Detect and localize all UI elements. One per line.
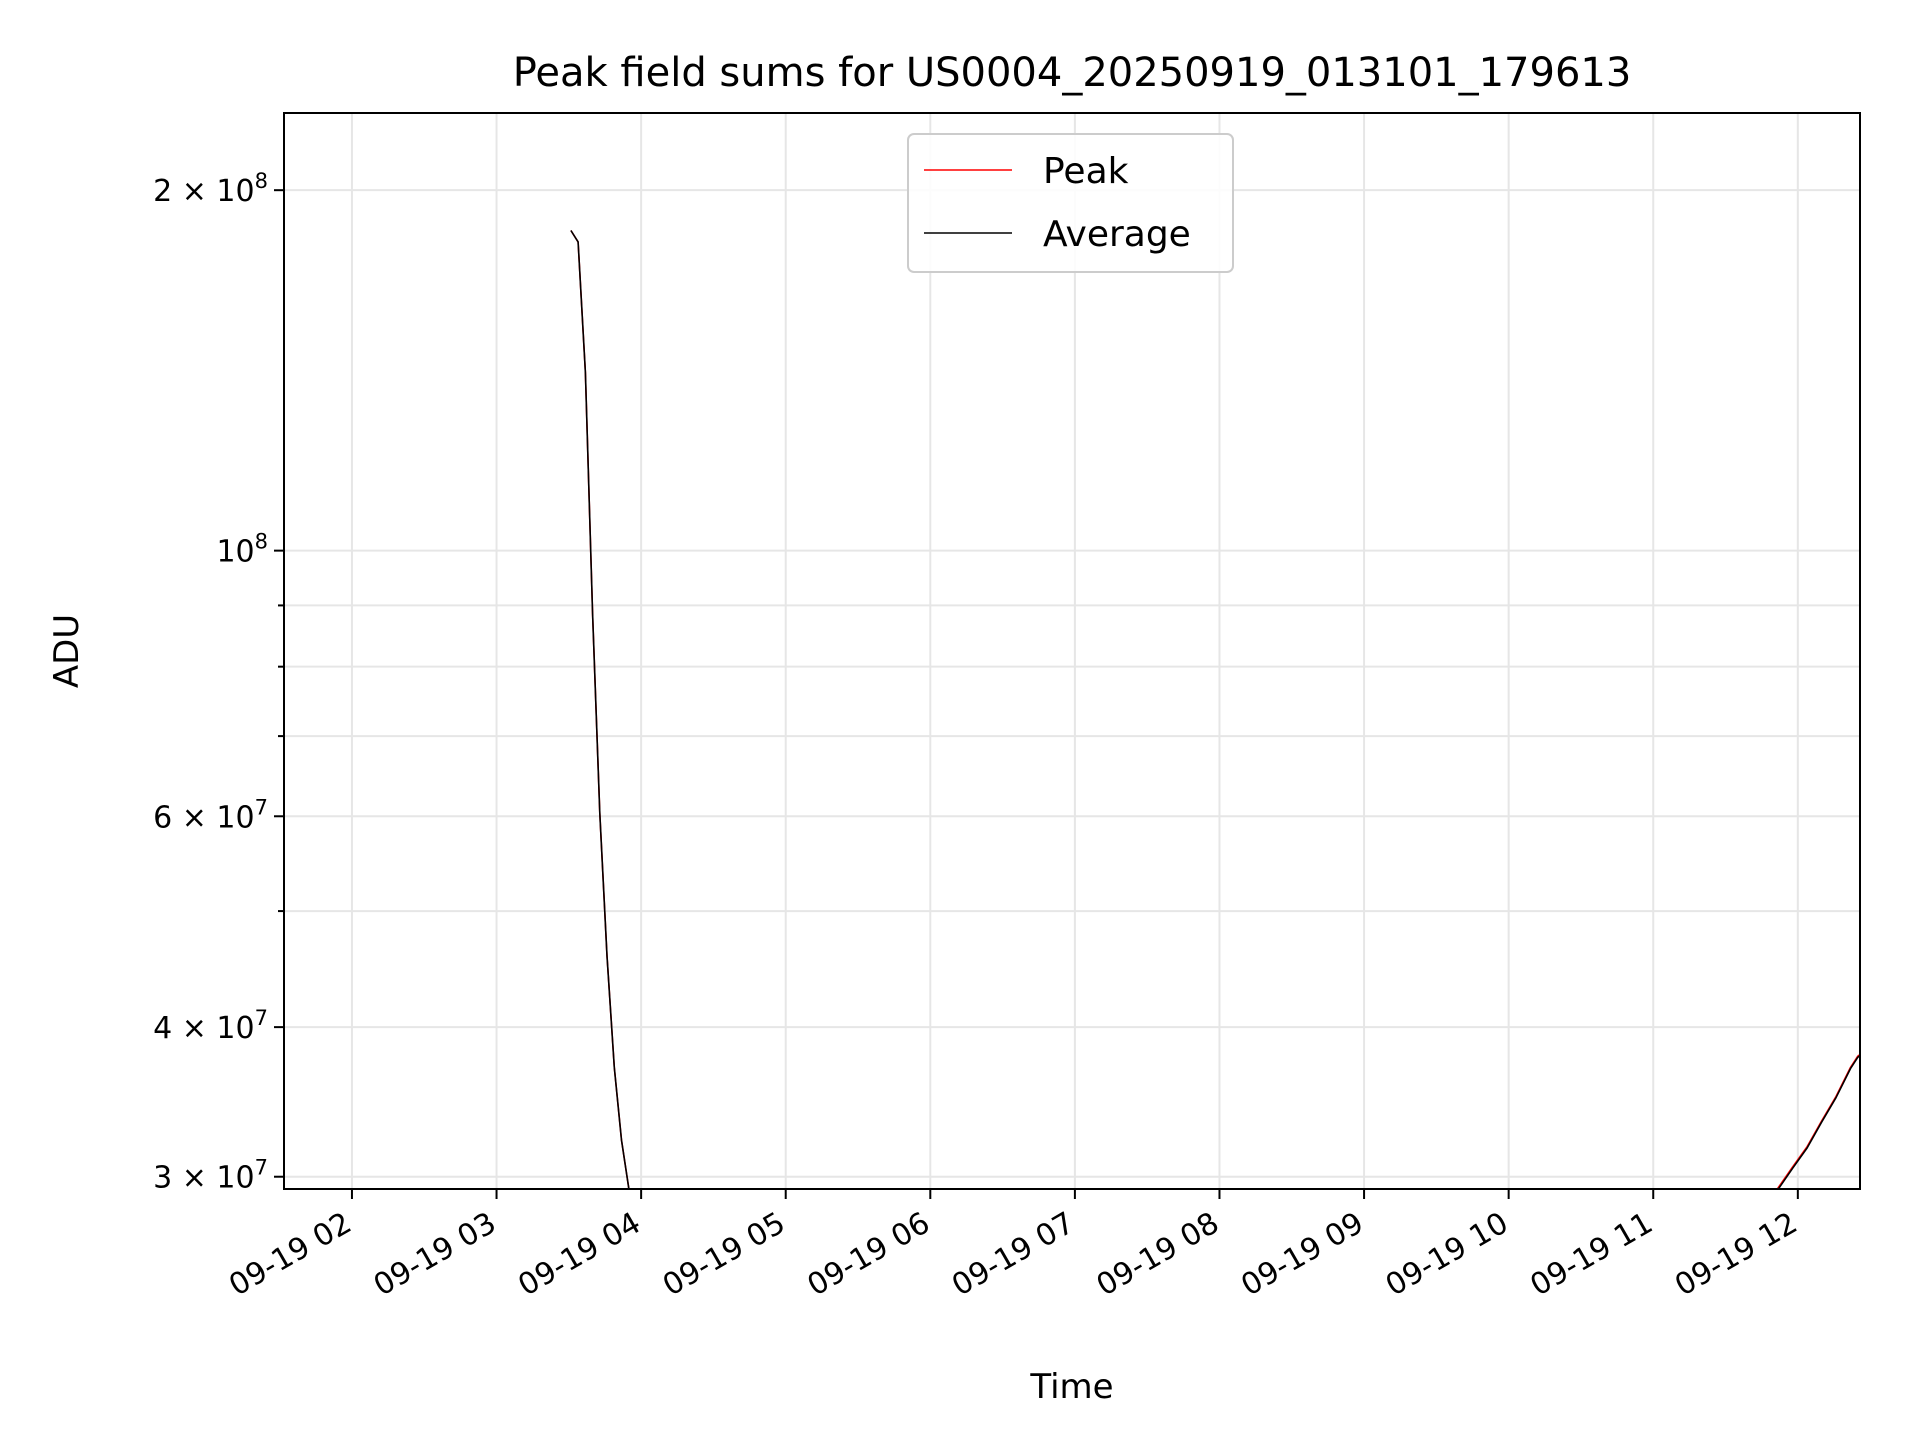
x-tick-label: 09-19 11: [1525, 1206, 1659, 1304]
x-tick-label: 09-19 09: [1235, 1206, 1369, 1304]
series-line-average: [570, 230, 1860, 1189]
x-axis-label: Time: [1029, 1367, 1113, 1407]
legend-label-peak: Peak: [1043, 151, 1129, 192]
y-tick-label: 2 × 108: [153, 169, 268, 209]
plot-area: [570, 230, 1860, 1189]
x-tick-label: 09-19 07: [946, 1206, 1080, 1304]
x-tick-label: 09-19 06: [802, 1206, 936, 1304]
legend-box: [907, 133, 1234, 273]
x-tick-label: 09-19 03: [368, 1206, 502, 1304]
x-tick-label: 09-19 05: [657, 1206, 791, 1304]
x-tick-label: 09-19 04: [512, 1206, 646, 1304]
x-tick-label: 09-19 08: [1091, 1206, 1225, 1304]
y-axis-label: ADU: [47, 614, 87, 688]
y-tick-label: 108: [216, 530, 268, 570]
legend: Peak Average: [907, 133, 1234, 273]
y-tick-label: 6 × 107: [153, 795, 268, 835]
series-line-peak: [570, 230, 1860, 1189]
legend-label-average: Average: [1043, 214, 1191, 255]
plot-frame: [283, 112, 1861, 1190]
grid: [284, 113, 1860, 1189]
x-axis: 09-19 02 09-19 03 09-19 04 09-19 05 09-19 06…: [223, 1189, 1803, 1303]
x-tick-label: 09-19 10: [1380, 1206, 1514, 1304]
y-tick-label: 4 × 107: [153, 1006, 268, 1046]
chart-title: Peak field sums for US0004_20250919_0131…: [513, 50, 1632, 96]
x-tick-label: 09-19 12: [1669, 1206, 1803, 1304]
x-tick-label: 09-19 02: [223, 1206, 357, 1304]
y-tick-label: 3 × 107: [153, 1156, 268, 1196]
y-axis: 3 × 107 4 × 107 6 × 107 108 2 × 108: [153, 169, 284, 1196]
